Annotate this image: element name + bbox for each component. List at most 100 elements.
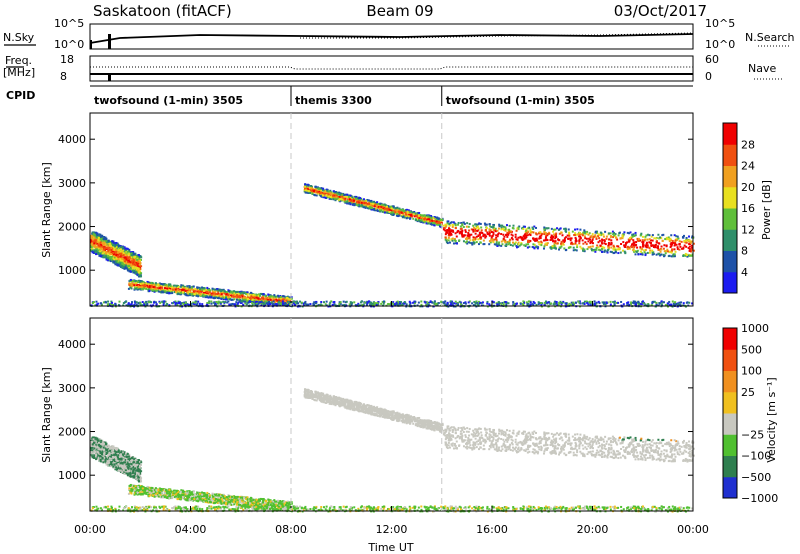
power-cell	[591, 233, 594, 236]
power-cell	[599, 244, 602, 247]
power-cell	[688, 235, 691, 238]
power-cell	[370, 208, 373, 211]
power-cell	[579, 245, 582, 248]
power-cell	[593, 300, 596, 303]
power-cell	[560, 245, 563, 248]
power-cell	[396, 211, 399, 214]
power-cell	[101, 245, 104, 248]
power-cell	[477, 300, 480, 303]
power-cell	[283, 298, 286, 301]
power-cell	[257, 297, 260, 300]
power-cell	[532, 227, 535, 230]
power-cell	[417, 216, 420, 219]
power-cell	[642, 249, 645, 252]
station-title: Saskatoon (fitACF)	[93, 2, 232, 20]
power-cell	[368, 202, 371, 205]
power-cell	[218, 289, 221, 292]
power-cell	[592, 249, 595, 252]
power-cell	[134, 272, 137, 275]
power-cell	[125, 262, 128, 265]
power-cell	[115, 257, 118, 260]
power-cell	[112, 244, 115, 247]
power-cell	[405, 303, 408, 306]
power-cell	[377, 203, 380, 206]
power-cell	[406, 210, 409, 213]
power-cell	[488, 223, 491, 226]
power-cell	[673, 253, 676, 256]
power-cell	[335, 194, 338, 197]
power-cell	[118, 264, 121, 267]
power-cell	[458, 300, 461, 303]
power-cell	[490, 238, 493, 241]
power-cell	[508, 228, 511, 231]
power-cell	[199, 293, 202, 296]
power-cell	[197, 291, 200, 294]
power-cell	[447, 227, 450, 230]
power-cell	[596, 231, 599, 234]
power-cell	[198, 286, 201, 289]
power-cell	[195, 294, 198, 297]
power-cell	[103, 248, 106, 251]
power-cell	[334, 197, 337, 200]
power-cell	[509, 238, 512, 241]
power-cell	[673, 255, 676, 258]
power-cell	[612, 236, 615, 239]
power-cell	[102, 240, 105, 243]
power-cell	[362, 198, 365, 201]
power-cell	[265, 300, 268, 303]
power-cell	[106, 241, 109, 244]
power-cell	[404, 214, 407, 217]
nsearch-tick-high: 10^5	[705, 17, 735, 30]
power-cell	[272, 295, 275, 298]
power-cell	[651, 253, 654, 256]
power-cell	[575, 238, 578, 241]
power-cell	[210, 293, 213, 296]
power-cell	[529, 234, 532, 237]
power-cell	[602, 235, 605, 238]
power-cell	[466, 242, 469, 245]
power-cell	[535, 246, 538, 249]
power-cell	[488, 243, 491, 246]
power-cell	[690, 244, 693, 247]
power-cell	[125, 247, 128, 250]
power-cell	[105, 255, 108, 258]
power-cell	[511, 241, 514, 244]
power-cell	[372, 202, 375, 205]
power-cell	[520, 242, 523, 245]
power-cell	[517, 228, 520, 231]
power-cell	[108, 248, 111, 251]
power-cell	[258, 294, 261, 297]
power-cell	[307, 190, 310, 193]
power-cell	[652, 252, 655, 255]
power-cell	[325, 194, 328, 197]
power-cell	[191, 288, 194, 291]
power-cell	[195, 303, 198, 306]
power-cell	[277, 297, 280, 300]
power-cell	[277, 301, 280, 304]
power-cell	[385, 211, 388, 214]
power-cell	[662, 233, 665, 236]
power-cell	[595, 302, 598, 305]
power-cell	[95, 300, 98, 303]
power-cell	[432, 221, 435, 224]
power-cell	[127, 253, 130, 256]
power-cell	[147, 286, 150, 289]
power-cell	[428, 218, 431, 221]
power-cell	[469, 241, 472, 244]
power-cell	[189, 291, 192, 294]
power-cell	[540, 244, 543, 247]
power-cell	[139, 282, 142, 285]
power-cell	[308, 191, 311, 194]
power-cell	[232, 298, 235, 301]
power-cell	[468, 222, 471, 225]
power-cell	[137, 267, 140, 270]
power-cell	[622, 233, 625, 236]
power-cell	[565, 248, 568, 251]
power-cell	[378, 204, 381, 207]
power-cell	[103, 301, 106, 304]
power-cell	[544, 243, 547, 246]
power-cell	[174, 300, 177, 303]
power-cell	[476, 225, 479, 228]
power-cell	[606, 250, 609, 253]
power-cell	[141, 301, 144, 304]
